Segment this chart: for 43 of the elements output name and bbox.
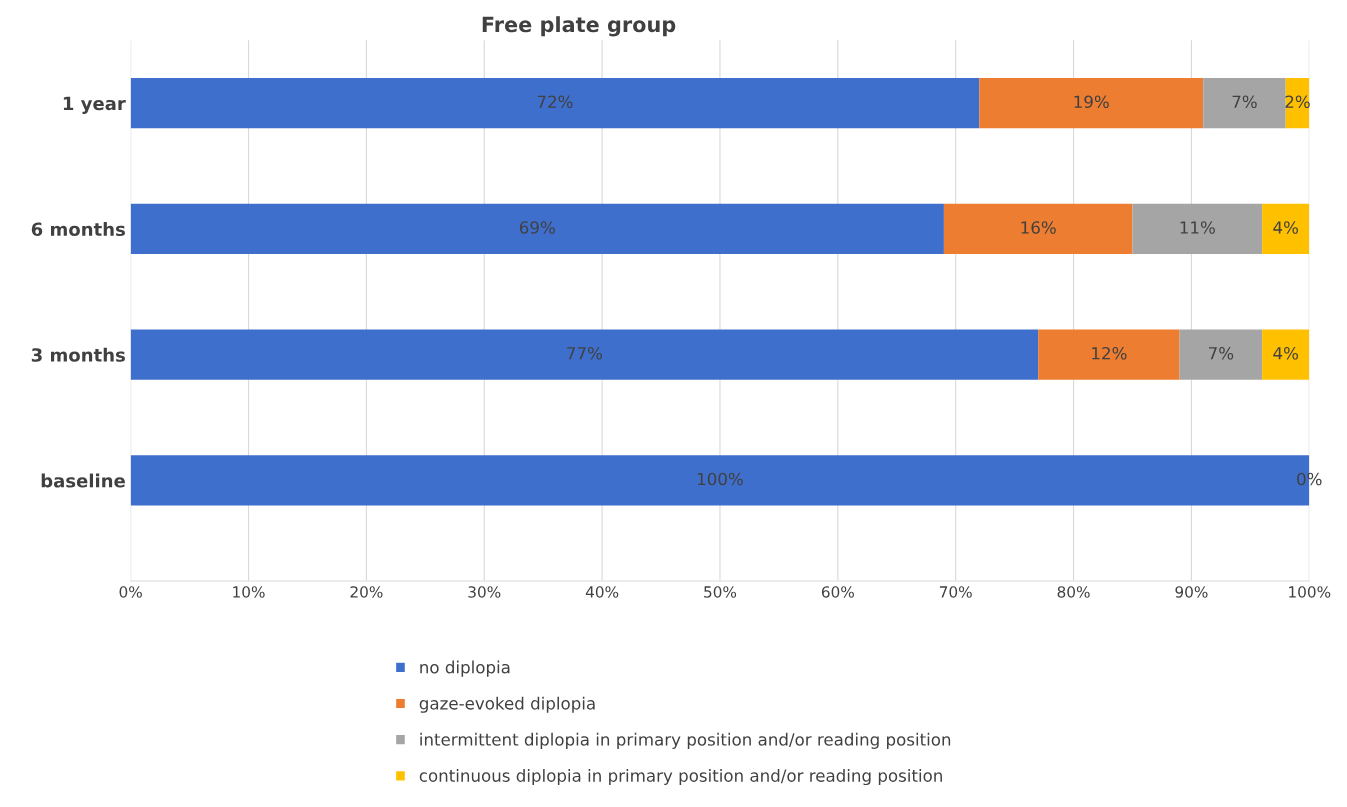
x-tick-label: 50%	[704, 586, 737, 598]
bar	[1203, 78, 1286, 129]
bar	[1179, 329, 1263, 380]
x-tick-label: 0%	[119, 586, 142, 598]
legend-label: no diplopia	[420, 660, 510, 677]
x-tick-label: 100%	[1289, 586, 1331, 598]
data-label: 19%	[1074, 95, 1109, 109]
x-tick-label: 70%	[939, 586, 972, 598]
y-tick-label: 3 months	[31, 347, 125, 362]
bar	[1132, 203, 1263, 255]
data-label: 12%	[1092, 346, 1127, 360]
legend-label: continuous diplopia in primary position and/or reading position	[419, 768, 942, 786]
data-label: 16%	[1021, 221, 1056, 234]
y-tick-label: 6 months	[31, 222, 125, 237]
x-tick-label: 80%	[1057, 586, 1090, 598]
data-label: 7%	[1232, 95, 1257, 109]
bar	[943, 203, 1133, 255]
y-tick-label: baseline	[41, 473, 125, 488]
data-label: 4%	[1273, 346, 1299, 360]
chart-title: Free plate group	[482, 16, 676, 37]
data-label: 7%	[1209, 346, 1234, 360]
data-label: 100%	[697, 472, 743, 486]
legend-label: intermittent diplopia in primary position and/or reading position	[420, 732, 951, 749]
bar	[130, 329, 1039, 380]
bar	[1262, 329, 1310, 380]
bar	[1038, 329, 1180, 380]
data-label: 11%	[1180, 221, 1215, 234]
x-tick-label: 60%	[821, 586, 854, 598]
bar	[1262, 203, 1310, 255]
x-tick-label: 40%	[585, 586, 619, 598]
bar	[979, 78, 1204, 129]
data-label: 72%	[537, 95, 573, 109]
y-tick-label: 1 year	[63, 96, 126, 114]
data-label: 77%	[567, 346, 603, 360]
data-label: 69%	[519, 221, 555, 234]
legend-label: gaze-evoked diplopia	[419, 696, 595, 713]
x-tick-label: 90%	[1175, 586, 1208, 598]
bar	[130, 203, 944, 255]
x-tick-label: 20%	[350, 586, 383, 598]
x-tick-label: 30%	[468, 586, 501, 598]
data-label: 4%	[1273, 221, 1299, 234]
bar	[130, 78, 980, 129]
x-tick-label: 10%	[233, 586, 265, 598]
